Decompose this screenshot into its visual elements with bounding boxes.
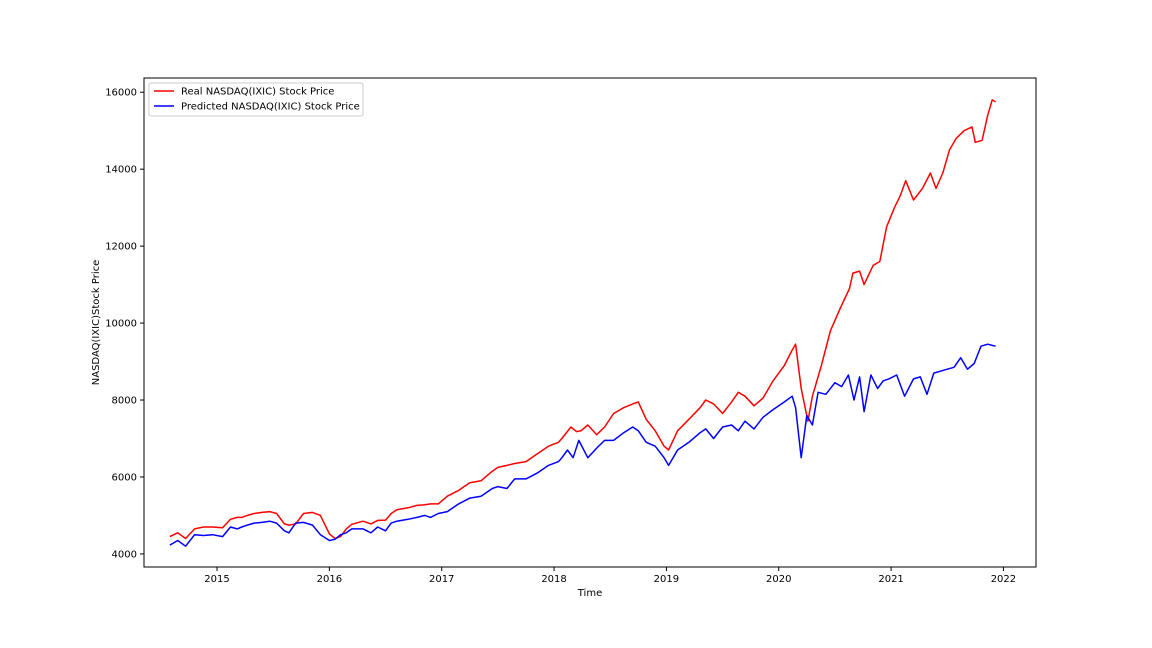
- series-layer: [169, 99, 996, 547]
- legend-label: Predicted NASDAQ(IXIC) Stock Price: [181, 102, 360, 113]
- x-tick-label: 2020: [766, 574, 791, 585]
- y-tick-label: 14000: [105, 165, 137, 176]
- y-axis-label: NASDAQ(IXIC)Stock Price: [91, 260, 102, 386]
- x-tick-label: 2016: [317, 574, 342, 585]
- plot-area-frame: [143, 77, 1037, 568]
- y-tick-label: 12000: [105, 242, 137, 253]
- legend-label: Real NASDAQ(IXIC) Stock Price: [181, 87, 334, 98]
- y-tick-label: 8000: [112, 396, 137, 407]
- series-line-real: [169, 99, 996, 540]
- y-axis: 4000 6000 8000 10000 12000 14000 16000: [105, 88, 144, 560]
- y-tick-label: 16000: [105, 88, 137, 99]
- legend-box: [148, 82, 364, 117]
- x-tick-label: 2017: [429, 574, 454, 585]
- y-tick-label: 4000: [112, 549, 137, 560]
- x-axis-label: Time: [577, 588, 602, 599]
- series-line-predicted: [169, 343, 996, 547]
- x-tick-label: 2022: [991, 574, 1016, 585]
- y-tick-label: 6000: [112, 472, 137, 483]
- y-tick-label: 10000: [105, 319, 137, 330]
- x-axis: 2015 2016 2017 2018 2019 2020 2021 2022: [204, 567, 1016, 585]
- x-tick-label: 2015: [204, 574, 229, 585]
- legend: Real NASDAQ(IXIC) Stock Price Predicted N…: [148, 82, 364, 117]
- x-tick-label: 2021: [878, 574, 903, 585]
- x-tick-label: 2018: [541, 574, 566, 585]
- x-tick-label: 2019: [654, 574, 679, 585]
